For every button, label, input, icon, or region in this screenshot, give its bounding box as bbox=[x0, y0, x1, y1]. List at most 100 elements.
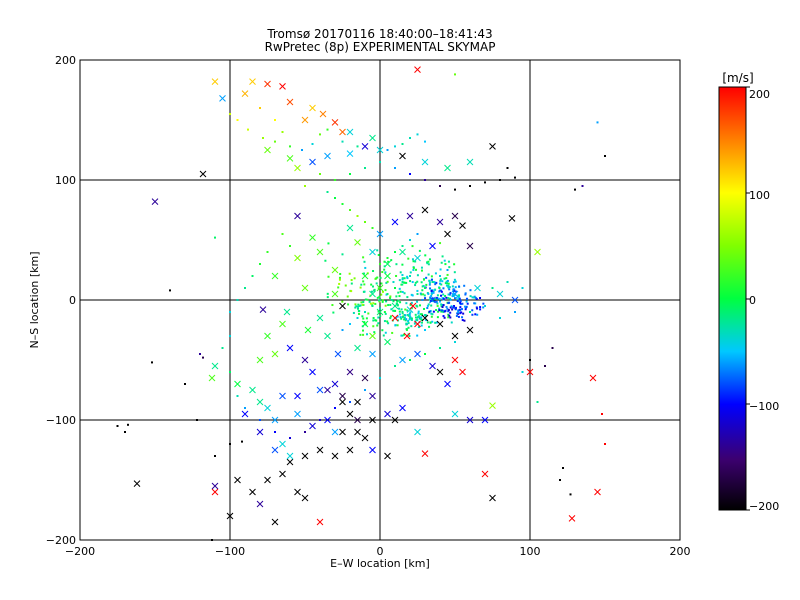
scatter-point-dot bbox=[337, 286, 340, 289]
scatter-point-x bbox=[384, 338, 391, 346]
scatter-point-dot bbox=[395, 274, 398, 277]
scatter-point-dot bbox=[447, 286, 450, 289]
scatter-point-dot bbox=[357, 303, 360, 306]
scatter-point-dot bbox=[361, 303, 364, 306]
scatter-point-dot bbox=[445, 277, 448, 280]
scatter-point-dot bbox=[406, 313, 409, 316]
scatter-point-dot bbox=[236, 395, 239, 397]
scatter-point-dot bbox=[334, 407, 336, 409]
scatter-point-dot bbox=[418, 304, 421, 307]
scatter-point-dot bbox=[506, 281, 509, 283]
scatter-point-dot bbox=[423, 307, 426, 310]
scatter-point-dot bbox=[544, 365, 546, 367]
scatter-point-dot bbox=[424, 329, 426, 331]
scatter-point-dot bbox=[596, 121, 599, 124]
scatter-point-x bbox=[249, 488, 256, 496]
scatter-point-dot bbox=[384, 289, 387, 292]
scatter-point-dot bbox=[339, 272, 342, 275]
scatter-point-dot bbox=[363, 260, 366, 263]
scatter-point-dot bbox=[229, 311, 231, 313]
scatter-point-dot bbox=[229, 371, 231, 373]
scatter-point-dot bbox=[414, 284, 417, 287]
scatter-point-dot bbox=[356, 215, 359, 217]
scatter-point-x bbox=[361, 434, 369, 442]
scatter-point-dot bbox=[475, 306, 478, 309]
scatter-point-dot bbox=[435, 281, 438, 284]
scatter-point-dot bbox=[424, 254, 427, 257]
scatter-point-x bbox=[391, 314, 399, 322]
scatter-point-dot bbox=[326, 191, 329, 193]
scatter-point-dot bbox=[411, 258, 414, 261]
scatter-point-dot bbox=[420, 318, 423, 321]
scatter-point-dot bbox=[350, 279, 353, 282]
scatter-point-dot bbox=[393, 309, 396, 312]
scatter-point-dot bbox=[408, 313, 411, 316]
scatter-point-dot bbox=[399, 290, 402, 293]
scatter-point-dot bbox=[429, 321, 432, 324]
scatter-point-dot bbox=[464, 293, 467, 296]
scatter-point-dot bbox=[405, 302, 408, 305]
scatter-point-x bbox=[301, 284, 309, 292]
scatter-point-dot bbox=[377, 310, 380, 313]
scatter-point-dot bbox=[431, 320, 434, 323]
scatter-point-x bbox=[294, 392, 301, 400]
scatter-point-dot bbox=[424, 140, 426, 143]
scatter-point-dot bbox=[371, 227, 374, 229]
scatter-point-dot bbox=[506, 167, 509, 169]
scatter-point-dot bbox=[412, 266, 415, 269]
scatter-point-dot bbox=[362, 256, 365, 259]
scatter-point-dot bbox=[433, 281, 436, 284]
scatter-point-dot bbox=[410, 318, 413, 321]
scatter-point-x bbox=[151, 198, 159, 205]
scatter-point-dot bbox=[459, 312, 462, 315]
scatter-point-x bbox=[369, 332, 376, 340]
scatter-point-dot bbox=[463, 319, 466, 322]
scatter-point-dot bbox=[412, 268, 415, 271]
scatter-point-dot bbox=[447, 310, 450, 313]
scatter-point-x bbox=[331, 266, 339, 274]
scatter-point-dot bbox=[438, 298, 441, 301]
scatter-point-dot bbox=[436, 302, 439, 305]
scatter-point-dot bbox=[380, 293, 383, 296]
scatter-point-dot bbox=[450, 305, 453, 308]
scatter-point-x bbox=[466, 416, 474, 424]
scatter-point-x bbox=[421, 450, 429, 457]
scatter-point-dot bbox=[403, 316, 406, 319]
scatter-point-dot bbox=[407, 320, 410, 323]
scatter-point-dot bbox=[368, 300, 371, 303]
scatter-point-dot bbox=[379, 276, 382, 279]
scatter-point-x bbox=[451, 356, 459, 364]
scatter-point-x bbox=[481, 470, 489, 478]
scatter-point-dot bbox=[259, 419, 261, 421]
scatter-point-dot bbox=[214, 455, 216, 457]
scatter-point-x bbox=[286, 458, 294, 466]
scatter-point-dot bbox=[427, 273, 430, 276]
scatter-point-dot bbox=[403, 333, 406, 336]
scatter-point-dot bbox=[427, 292, 430, 295]
scatter-point-dot bbox=[604, 155, 606, 157]
scatter-point-dot bbox=[398, 279, 401, 282]
scatter-point-x bbox=[406, 212, 414, 220]
scatter-point-dot bbox=[457, 309, 460, 312]
scatter-point-x bbox=[309, 104, 316, 112]
scatter-point-dot bbox=[274, 140, 276, 143]
scatter-point-x bbox=[568, 515, 576, 522]
scatter-point-x bbox=[304, 326, 312, 334]
scatter-point-dot bbox=[214, 236, 216, 239]
scatter-point-dot bbox=[341, 203, 344, 205]
scatter-point-dot bbox=[451, 308, 454, 311]
scatter-point-dot bbox=[347, 303, 350, 306]
scatter-point-x bbox=[369, 290, 376, 298]
scatter-point-dot bbox=[370, 290, 373, 293]
scatter-point-dot bbox=[409, 239, 411, 241]
scatter-point-x bbox=[294, 254, 301, 262]
scatter-point-dot bbox=[452, 293, 455, 296]
scatter-point-dot bbox=[422, 284, 425, 287]
scatter-point-dot bbox=[360, 283, 363, 286]
scatter-point-dot bbox=[324, 259, 327, 262]
scatter-point-dot bbox=[289, 437, 291, 439]
scatter-point-dot bbox=[381, 329, 384, 332]
scatter-point-dot bbox=[426, 306, 429, 309]
scatter-point-dot bbox=[604, 443, 606, 445]
scatter-point-x bbox=[376, 308, 384, 316]
